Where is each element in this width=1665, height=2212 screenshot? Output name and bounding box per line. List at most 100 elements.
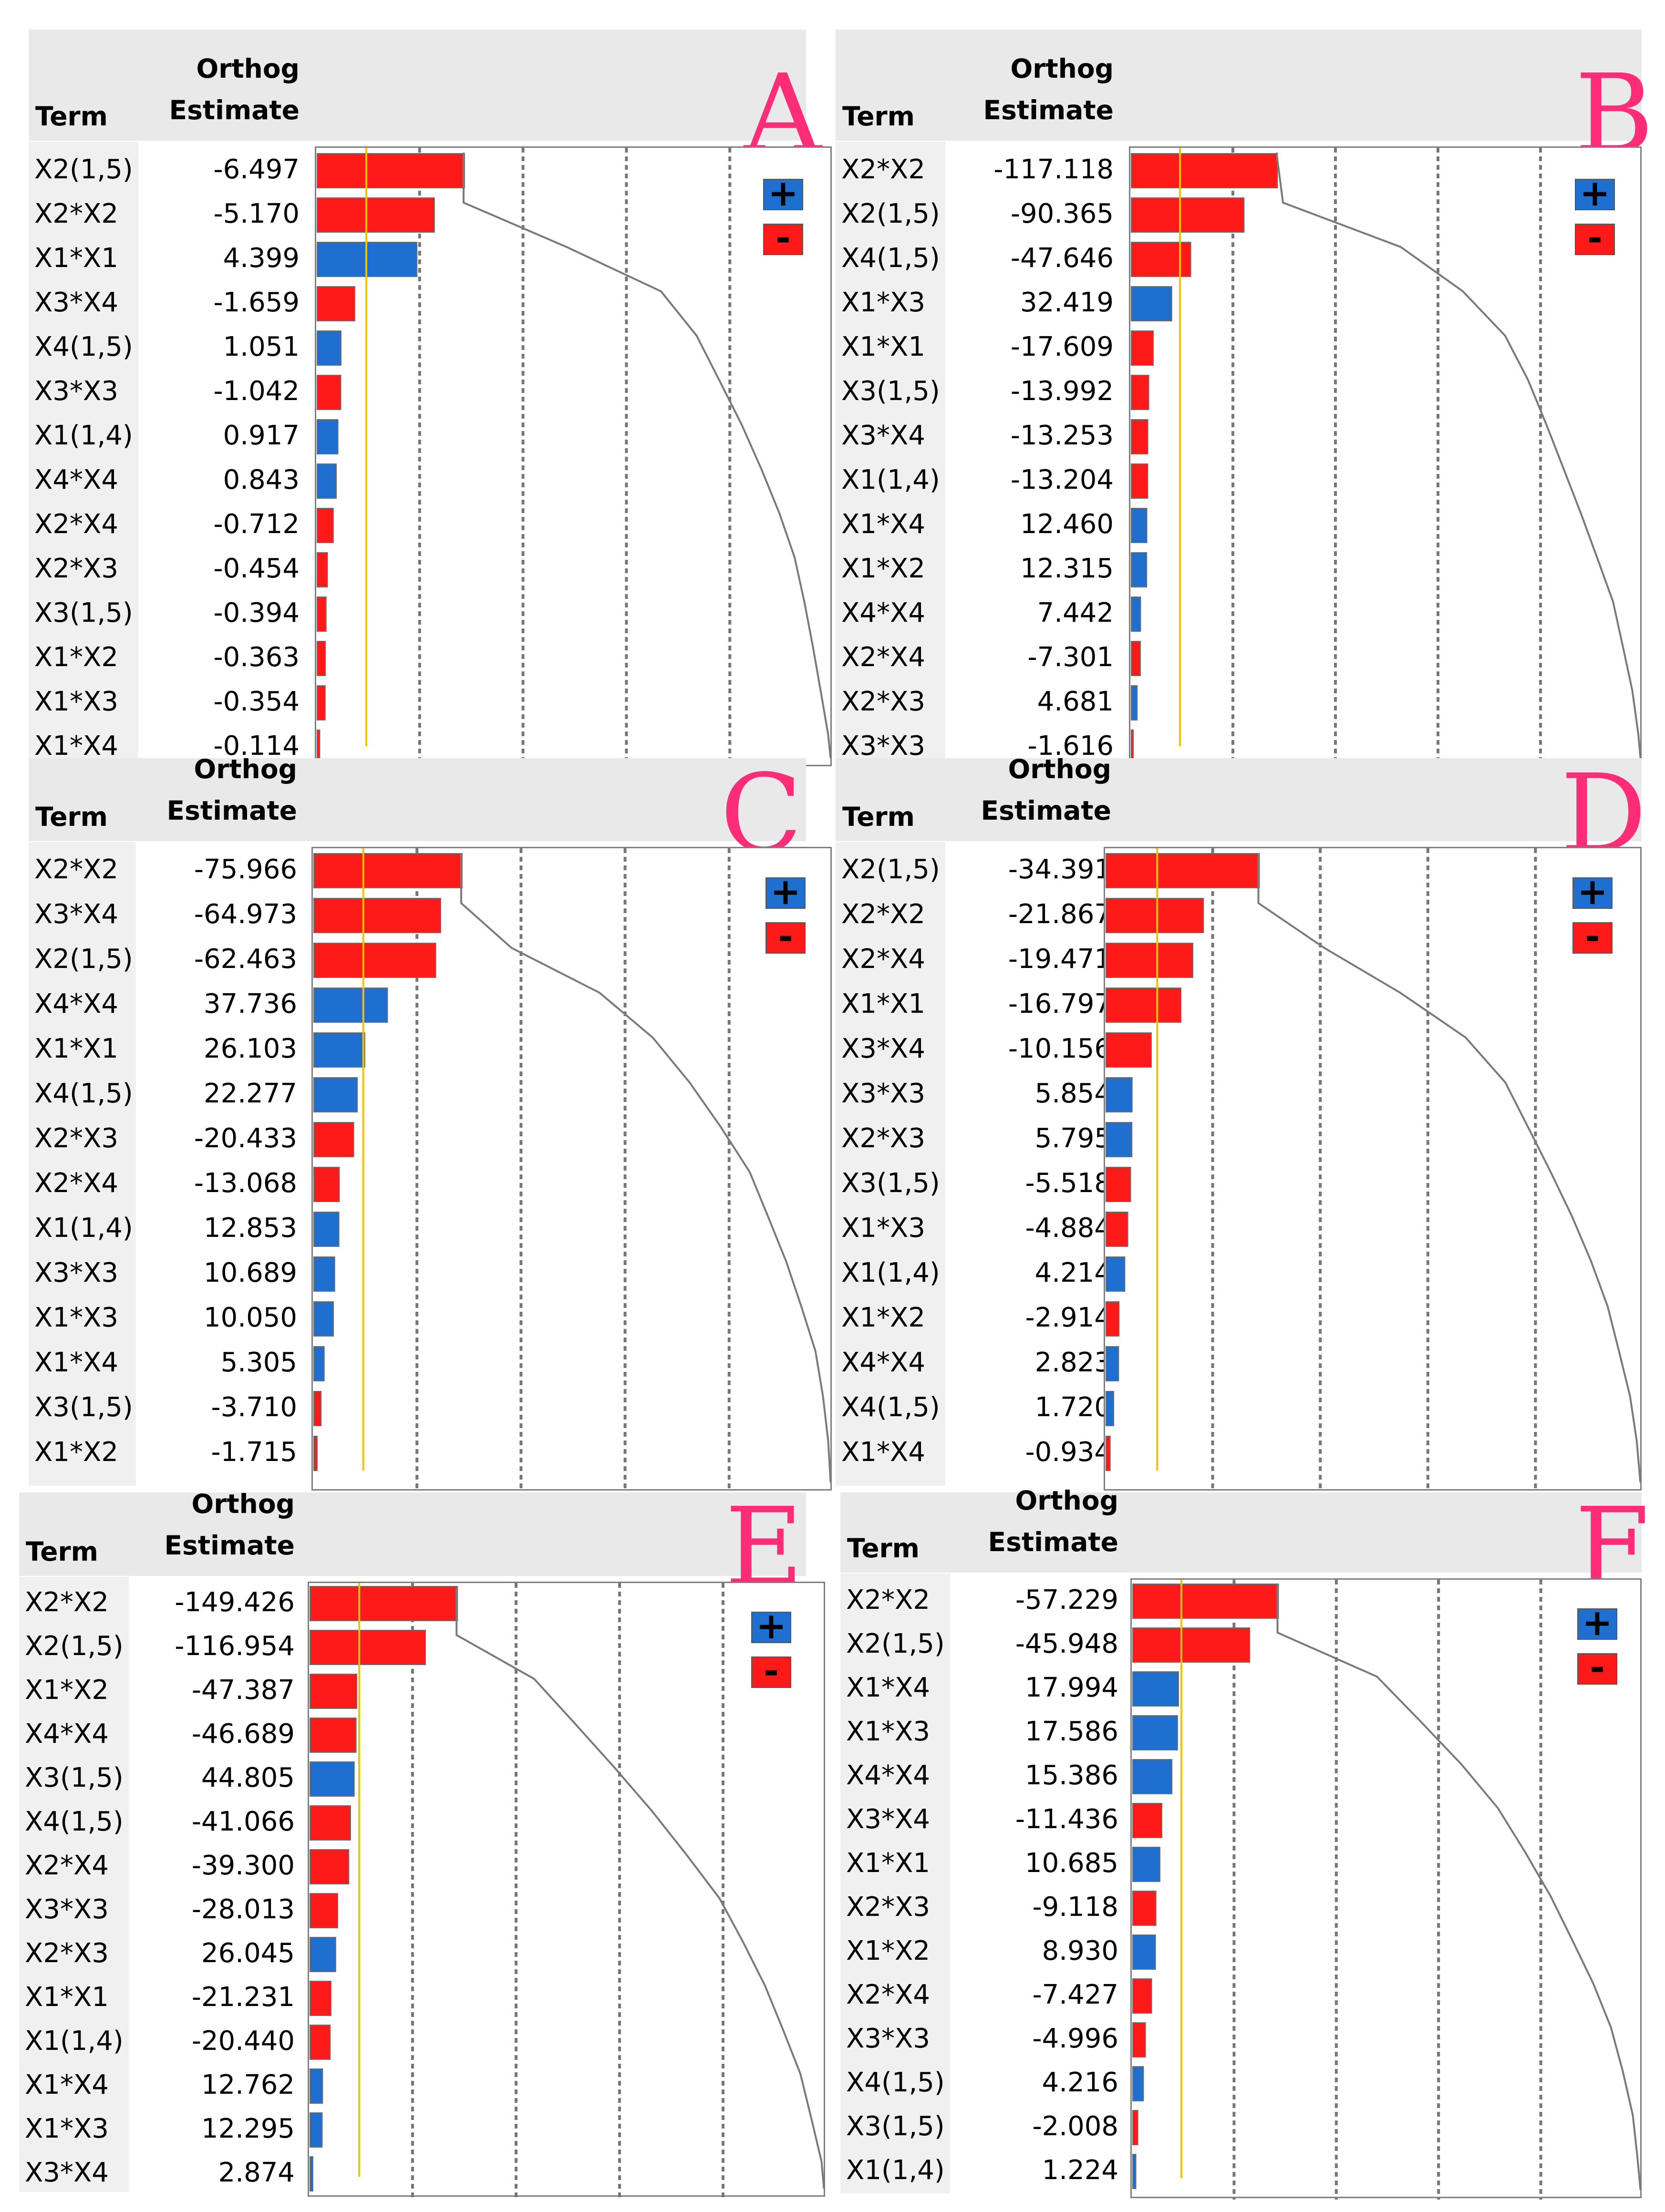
bar-X4*X4 (1131, 597, 1141, 632)
term-label: X1(1,4) (841, 1257, 940, 1288)
legend-positive: + (1575, 175, 1615, 211)
estimate-column-header-line1: Orthog (196, 53, 300, 84)
cumulative-curve (1275, 152, 1642, 759)
estimate-value: 4.216 (1042, 2067, 1118, 2098)
estimate-value: -6.497 (213, 154, 300, 185)
term-label: X1(1,4) (34, 1213, 133, 1244)
bar-X3(1,5) (1106, 1167, 1131, 1202)
estimate-value: -7.427 (1032, 1979, 1118, 2010)
bar-X2*X4 (310, 1849, 350, 1884)
term-label: X2*X3 (25, 1938, 109, 1969)
estimate-value: -0.394 (213, 597, 300, 628)
bar-X2(1,5) (317, 153, 465, 188)
bar-X3*X3 (313, 1256, 335, 1292)
pareto-chart-svg (313, 848, 832, 1492)
bar-X2*X3 (1131, 685, 1138, 720)
estimate-column-header-line1: Orthog (1010, 53, 1114, 84)
estimate-value: -13.068 (194, 1168, 297, 1199)
estimate-value: -11.436 (1015, 1804, 1118, 1835)
term-label: X2*X4 (846, 1979, 930, 2010)
term-label: X1*X4 (25, 2069, 109, 2100)
term-label: X2*X4 (841, 642, 925, 673)
term-label: X2*X4 (34, 1168, 118, 1199)
estimate-column-header-line2: Estimate (164, 1530, 295, 1561)
estimate-column-header-line2: Estimate (981, 795, 1111, 826)
estimate-value: -2.914 (1025, 1302, 1111, 1333)
bar-X2(1,5) (1106, 853, 1260, 888)
term-label: X3*X3 (846, 2023, 930, 2054)
term-label: X1*X3 (841, 1213, 925, 1244)
bar-X2*X2 (317, 197, 435, 233)
estimate-column-header-line2: Estimate (169, 95, 300, 125)
bar-X1*X1 (1132, 1847, 1161, 1882)
term-label: X4*X4 (34, 988, 118, 1019)
term-column (29, 142, 138, 761)
estimate-value: 17.994 (1025, 1672, 1118, 1703)
estimate-column-header-line1: Orthog (194, 754, 297, 784)
bar-X2*X2 (1132, 1584, 1279, 1619)
term-label: X3*X4 (841, 420, 925, 451)
term-label: X1*X3 (25, 2113, 109, 2144)
term-label: X2*X2 (846, 1584, 930, 1615)
estimate-value: 12.315 (1020, 553, 1114, 584)
estimate-value: 10.689 (204, 1257, 297, 1288)
estimate-column-header-line1: Orthog (191, 1489, 295, 1519)
term-label: X1*X4 (846, 1672, 930, 1703)
bar-X1*X3 (317, 685, 326, 720)
bar-X2*X4 (317, 508, 334, 543)
term-label: X2(1,5) (34, 154, 133, 185)
estimate-value: 0.917 (223, 420, 300, 451)
legend-positive: + (763, 175, 803, 211)
term-label: X1*X2 (34, 1437, 118, 1468)
panel-D: Term Orthog Estimate D X2(1,5) -34.391 X2*X2 -2… (836, 754, 1646, 1492)
term-label: X1*X3 (34, 1302, 118, 1333)
term-label: X1(1,4) (841, 464, 940, 495)
bar-X1*X4 (313, 1346, 325, 1381)
term-label: X3(1,5) (34, 1392, 133, 1423)
bar-X2(1,5) (1132, 1627, 1251, 1663)
estimate-column-header-line2: Estimate (166, 795, 297, 826)
bar-X1*X3 (313, 1301, 334, 1337)
term-column-header: Term (847, 1533, 920, 1564)
bar-X1*X1 (310, 1981, 331, 2016)
estimate-value: -45.948 (1015, 1628, 1118, 1659)
term-label: X2(1,5) (25, 1631, 124, 1662)
estimate-value: 26.045 (201, 1938, 295, 1969)
bar-X3*X3 (1106, 1077, 1133, 1112)
bar-X1*X4 (310, 2068, 323, 2104)
estimate-value: 7.442 (1037, 597, 1114, 628)
bar-X2*X3 (317, 552, 328, 587)
panel-E: Term Orthog Estimate E X2*X2 -149.426 X2(1,5) -… (19, 1489, 825, 2198)
term-label: X1*X3 (841, 287, 925, 318)
bar-X4*X4 (1132, 1759, 1173, 1794)
estimate-value: -9.118 (1032, 1892, 1118, 1923)
bar-X4(1,5) (1132, 2066, 1144, 2101)
estimate-value: -90.365 (1010, 198, 1114, 229)
estimate-value: 12.853 (204, 1213, 297, 1244)
term-label: X1*X2 (25, 1675, 109, 1706)
estimate-value: -13.992 (1010, 376, 1114, 407)
term-label: X3*X3 (841, 730, 925, 761)
term-label: X3(1,5) (34, 597, 133, 628)
term-column-header: Term (26, 1536, 98, 1567)
bar-X1*X1 (1106, 988, 1182, 1023)
bar-X1*X2 (317, 641, 326, 676)
term-label: X4*X4 (34, 464, 118, 495)
estimate-value: 12.295 (201, 2113, 295, 2144)
term-label: X1*X2 (846, 1935, 930, 1966)
bar-X3(1,5) (1131, 375, 1149, 410)
bar-X3*X3 (310, 1893, 338, 1928)
term-label: X3*X4 (25, 2157, 109, 2188)
term-label: X4*X4 (841, 597, 925, 628)
estimate-value: -20.433 (194, 1123, 297, 1154)
term-label: X2*X3 (846, 1892, 930, 1923)
estimate-value: -3.710 (211, 1392, 297, 1423)
bar-X2*X2 (310, 1586, 458, 1621)
bar-X2(1,5) (313, 943, 436, 978)
bar-X2*X2 (1106, 898, 1204, 933)
bar-X3*X4 (317, 286, 355, 321)
table-header (29, 30, 806, 141)
estimate-value: -1.616 (1027, 730, 1114, 761)
cumulative-curve (455, 1588, 825, 2189)
estimate-value: 10.685 (1025, 1848, 1118, 1879)
